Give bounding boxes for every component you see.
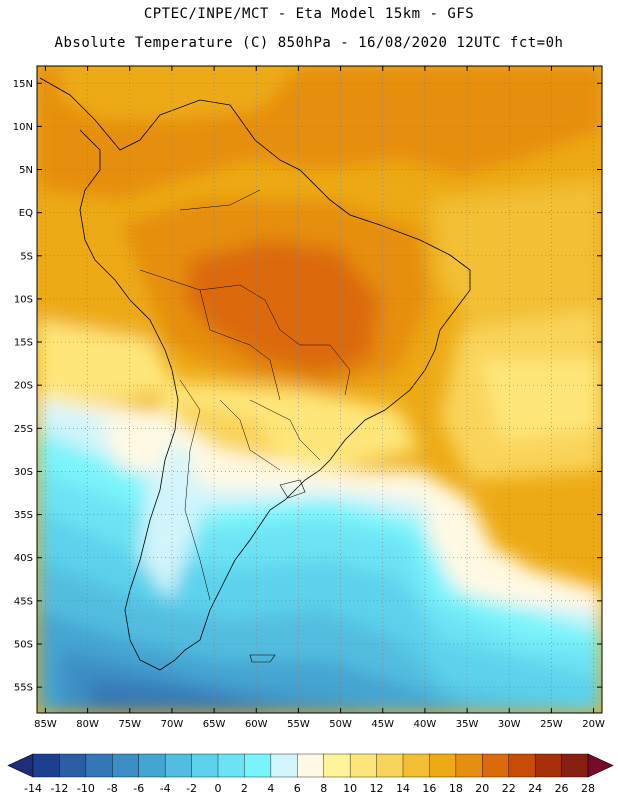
lat-label: 20S — [14, 381, 33, 392]
colorbar: -14 -12 -10 -8 -6 -4 -2 0 2 4 6 8 10 12 14 16 18 20 22 24 26… — [7, 753, 614, 795]
lat-label: 5S — [20, 251, 33, 262]
lon-label: 75W — [118, 719, 141, 730]
colorbar-label: 16 — [422, 782, 436, 795]
colorbar-label: 6 — [294, 782, 301, 795]
lon-label: 50W — [329, 719, 352, 730]
map-subtitle: Absolute Temperature (C) 850hPa - 16/08/… — [54, 35, 564, 51]
colorbar-label: 2 — [241, 782, 248, 795]
colorbar-label: -12 — [50, 782, 68, 795]
lat-label: EQ — [19, 208, 33, 219]
lat-label: 55S — [14, 683, 33, 694]
colorbar-label: -14 — [24, 782, 42, 795]
colorbar-under-arrow — [7, 753, 34, 778]
colorbar-label: -6 — [133, 782, 144, 795]
lat-label: 5N — [19, 165, 33, 176]
lon-label: 20W — [582, 719, 605, 730]
colorbar-label: -10 — [77, 782, 95, 795]
lon-label: 60W — [245, 719, 268, 730]
lon-label: 45W — [371, 719, 394, 730]
axis-ticks: 15N 10N 5N EQ 5S 10S 15S 20S 25S 30S 35S 40S 45S 50S 5… — [13, 66, 605, 730]
colorbar-label: 0 — [215, 782, 222, 795]
lat-label: 15N — [13, 79, 33, 90]
colorbar-label: 28 — [581, 782, 595, 795]
colorbar-label: 14 — [396, 782, 410, 795]
colorbar-label: 10 — [343, 782, 357, 795]
colorbar-label: 12 — [370, 782, 384, 795]
lat-label: 50S — [14, 639, 33, 650]
colorbar-swatch — [59, 753, 87, 778]
colorbar-swatch — [270, 753, 298, 778]
colorbar-swatch — [323, 753, 351, 778]
lat-label: 40S — [14, 553, 33, 564]
lat-label: 25S — [14, 424, 33, 435]
lat-label: 30S — [14, 467, 33, 478]
lon-label: 25W — [540, 719, 563, 730]
colorbar-swatch — [402, 753, 430, 778]
lat-label: 45S — [14, 596, 33, 607]
map-frame — [36, 65, 603, 714]
map-title: CPTEC/INPE/MCT - Eta Model 15km - GFS — [143, 6, 475, 22]
colorbar-swatch — [138, 753, 166, 778]
colorbar-swatch — [217, 753, 245, 778]
colorbar-label: 18 — [449, 782, 463, 795]
colorbar-label: 22 — [502, 782, 516, 795]
lat-label: 15S — [14, 338, 33, 349]
colorbar-label: -8 — [107, 782, 118, 795]
lon-label: 35W — [456, 719, 479, 730]
lake-outline — [249, 479, 306, 663]
lon-label: 70W — [161, 719, 184, 730]
lat-label: 35S — [14, 510, 33, 521]
colorbar-swatch — [455, 753, 483, 778]
lon-label: 65W — [203, 719, 226, 730]
colorbar-swatch — [191, 753, 219, 778]
colorbar-swatch — [32, 753, 60, 778]
lon-label: 85W — [34, 719, 57, 730]
temperature-field — [37, 66, 602, 713]
colorbar-swatch — [376, 753, 404, 778]
colorbar-swatch — [508, 753, 536, 778]
coastline — [39, 77, 471, 671]
colorbar-swatch — [429, 753, 457, 778]
colorbar-swatch — [297, 753, 325, 778]
colorbar-swatch — [534, 753, 563, 778]
colorbar-label: 26 — [555, 782, 569, 795]
colorbar-swatch — [349, 753, 378, 778]
lon-label: 40W — [414, 719, 437, 730]
colorbar-label: -2 — [186, 782, 197, 795]
colorbar-label: 4 — [267, 782, 274, 795]
lon-label: 55W — [287, 719, 310, 730]
lon-label: 30W — [498, 719, 521, 730]
colorbar-swatch — [482, 753, 510, 778]
colorbar-swatch — [85, 753, 113, 778]
colorbar-swatch — [244, 753, 272, 778]
colorbar-label: 20 — [475, 782, 489, 795]
border-lines — [139, 189, 351, 601]
colorbar-label: 8 — [320, 782, 327, 795]
colorbar-over-arrow — [587, 753, 614, 778]
lat-label: 10N — [13, 122, 33, 133]
colorbar-label: 24 — [528, 782, 542, 795]
colorbar-swatch — [112, 753, 140, 778]
lon-label: 80W — [76, 719, 99, 730]
colorbar-swatch — [561, 753, 589, 778]
colorbar-swatch — [164, 753, 193, 778]
lat-label: 10S — [14, 294, 33, 305]
colorbar-label: -4 — [160, 782, 171, 795]
